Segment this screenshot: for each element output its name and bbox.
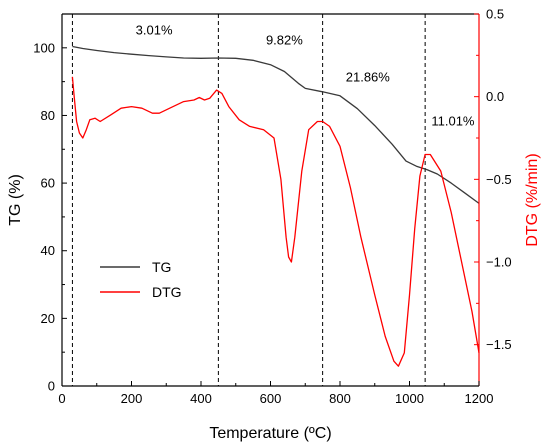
y-right-tick-label: −1.0	[486, 255, 512, 270]
y-left-tick-label: 60	[41, 176, 55, 191]
x-tick-label: 1200	[465, 391, 494, 406]
y-left-tick-label: 100	[33, 40, 55, 55]
y-left-tick-label: 40	[41, 243, 55, 258]
axes-layer: 0 200 400 600 800 1000 1200 0 20 40 60 80 100 −1.5 −1.…	[7, 7, 541, 443]
legend-label-dtg: DTG	[152, 284, 182, 300]
x-tick-label: 600	[260, 391, 282, 406]
x-tick-label: 800	[329, 391, 351, 406]
plot-background	[62, 14, 479, 386]
y-left-axis-title: TG (%)	[7, 174, 24, 226]
series-dtg-line	[71, 76, 480, 367]
y-left-tick-label: 20	[41, 311, 55, 326]
x-axis-title: Temperature (ºC)	[209, 425, 331, 442]
mass-loss-label: 21.86%	[346, 70, 391, 85]
peak-temperature-label: 970ºC	[381, 0, 417, 3]
mass-loss-label: 9.82%	[266, 32, 303, 47]
legend: TG DTG	[100, 259, 182, 300]
y-left-tick-label: 80	[41, 108, 55, 123]
x-tick-label: 1000	[395, 391, 424, 406]
y-right-tick-label: 0.5	[486, 7, 504, 22]
peak-temperature-label: 650ºC	[273, 0, 309, 3]
y-right-tick-label: −0.5	[486, 172, 512, 187]
series-layer	[71, 45, 480, 367]
y-right-tick-label: 0.0	[486, 89, 504, 104]
y-right-axis-title: DTG (%/min)	[524, 153, 541, 246]
peak-temperature-label: 60ºC	[78, 0, 107, 3]
legend-label-tg: TG	[152, 259, 171, 275]
mass-loss-label: 11.01%	[431, 114, 475, 129]
series-tg-line	[72, 45, 480, 204]
x-tick-label: 0	[58, 391, 65, 406]
y-left-tick-label: 0	[48, 379, 55, 394]
annotation-layer: 3.01% 9.82% 21.86% 11.01% 60ºC 650ºC 970ºC	[78, 0, 475, 129]
plot-area	[62, 14, 479, 386]
x-tick-label: 400	[190, 391, 212, 406]
x-tick-label: 200	[121, 391, 143, 406]
y-right-tick-label: −1.5	[486, 337, 512, 352]
mass-loss-label: 3.01%	[136, 22, 173, 37]
